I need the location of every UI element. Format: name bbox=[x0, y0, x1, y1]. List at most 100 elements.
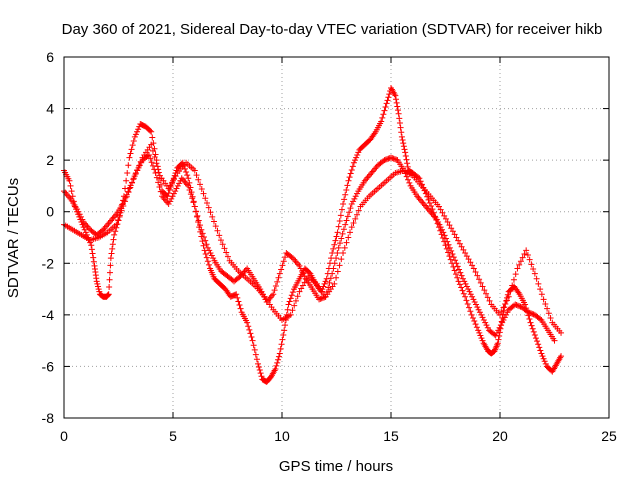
data-point bbox=[484, 324, 491, 331]
data-point bbox=[454, 274, 461, 281]
data-point bbox=[121, 197, 128, 204]
data-point bbox=[129, 179, 136, 186]
data-point bbox=[467, 308, 474, 315]
data-point bbox=[509, 282, 516, 289]
data-point bbox=[144, 153, 151, 160]
data-point bbox=[544, 305, 551, 312]
data-point bbox=[455, 237, 462, 244]
data-point bbox=[301, 279, 308, 286]
data-point bbox=[458, 284, 465, 291]
data-point bbox=[442, 235, 449, 242]
data-point bbox=[477, 332, 484, 339]
data-point bbox=[169, 179, 176, 186]
data-point bbox=[433, 216, 440, 223]
data-point bbox=[249, 337, 256, 344]
data-point bbox=[389, 155, 396, 162]
y-tick-label: -8 bbox=[42, 410, 55, 426]
data-point bbox=[435, 219, 442, 226]
data-point bbox=[90, 254, 97, 261]
data-point bbox=[199, 230, 206, 237]
data-point bbox=[95, 283, 102, 290]
data-point bbox=[288, 292, 295, 299]
data-point bbox=[200, 190, 207, 197]
data-point bbox=[547, 314, 554, 321]
data-point bbox=[322, 278, 329, 285]
data-point bbox=[449, 228, 456, 235]
data-point bbox=[527, 310, 534, 317]
data-points bbox=[61, 84, 565, 385]
data-point bbox=[250, 342, 257, 349]
data-point bbox=[442, 215, 449, 222]
data-point bbox=[436, 221, 443, 228]
data-point bbox=[504, 309, 511, 316]
data-point bbox=[406, 179, 413, 186]
data-point bbox=[545, 310, 552, 317]
data-point bbox=[495, 336, 502, 343]
data-point bbox=[199, 238, 206, 245]
data-point bbox=[471, 298, 478, 305]
data-point bbox=[435, 203, 442, 210]
data-point bbox=[399, 137, 406, 144]
data-point bbox=[156, 183, 163, 190]
data-point bbox=[479, 283, 486, 290]
data-point bbox=[500, 317, 507, 324]
data-point bbox=[330, 265, 337, 272]
data-point bbox=[393, 156, 400, 163]
data-point bbox=[207, 249, 214, 256]
data-point bbox=[441, 232, 448, 239]
data-point bbox=[348, 224, 355, 231]
data-point bbox=[330, 245, 337, 252]
data-point bbox=[342, 191, 349, 198]
data-point bbox=[303, 276, 310, 283]
data-point bbox=[473, 301, 480, 308]
data-point bbox=[350, 220, 357, 227]
data-point bbox=[398, 133, 405, 140]
data-point bbox=[507, 288, 514, 295]
data-point bbox=[471, 318, 478, 325]
data-point bbox=[79, 216, 86, 223]
data-point bbox=[340, 226, 347, 233]
data-point bbox=[136, 162, 143, 169]
data-point bbox=[93, 278, 100, 285]
data-point bbox=[153, 174, 160, 181]
data-point bbox=[204, 199, 211, 206]
data-point bbox=[169, 193, 176, 200]
data-point bbox=[292, 297, 299, 304]
data-point bbox=[458, 272, 465, 279]
data-point bbox=[255, 360, 262, 367]
data-point bbox=[245, 323, 252, 330]
data-point bbox=[78, 213, 85, 220]
data-point bbox=[382, 104, 389, 111]
data-point bbox=[334, 249, 341, 256]
data-point bbox=[233, 291, 240, 298]
data-point bbox=[288, 254, 295, 261]
data-point bbox=[110, 236, 117, 243]
data-point bbox=[75, 208, 82, 215]
data-point bbox=[88, 246, 95, 253]
data-point bbox=[127, 184, 134, 191]
data-point bbox=[425, 196, 432, 203]
data-point bbox=[477, 279, 484, 286]
y-tick-label: 6 bbox=[46, 49, 54, 65]
data-point bbox=[279, 262, 286, 269]
data-point bbox=[537, 315, 544, 322]
data-point bbox=[345, 177, 352, 184]
data-point bbox=[450, 263, 457, 270]
data-point bbox=[457, 269, 464, 276]
data-point bbox=[204, 244, 211, 251]
data-point bbox=[275, 356, 282, 363]
data-point bbox=[316, 296, 323, 303]
data-point bbox=[66, 177, 73, 184]
data-point bbox=[147, 127, 154, 134]
data-point bbox=[526, 315, 533, 322]
data-point bbox=[540, 296, 547, 303]
data-point bbox=[503, 297, 510, 304]
data-point bbox=[296, 262, 303, 269]
data-point bbox=[385, 155, 392, 162]
data-point bbox=[334, 268, 341, 275]
data-point bbox=[155, 166, 162, 173]
data-point bbox=[275, 353, 282, 360]
data-point bbox=[352, 215, 359, 222]
data-point bbox=[224, 253, 231, 260]
